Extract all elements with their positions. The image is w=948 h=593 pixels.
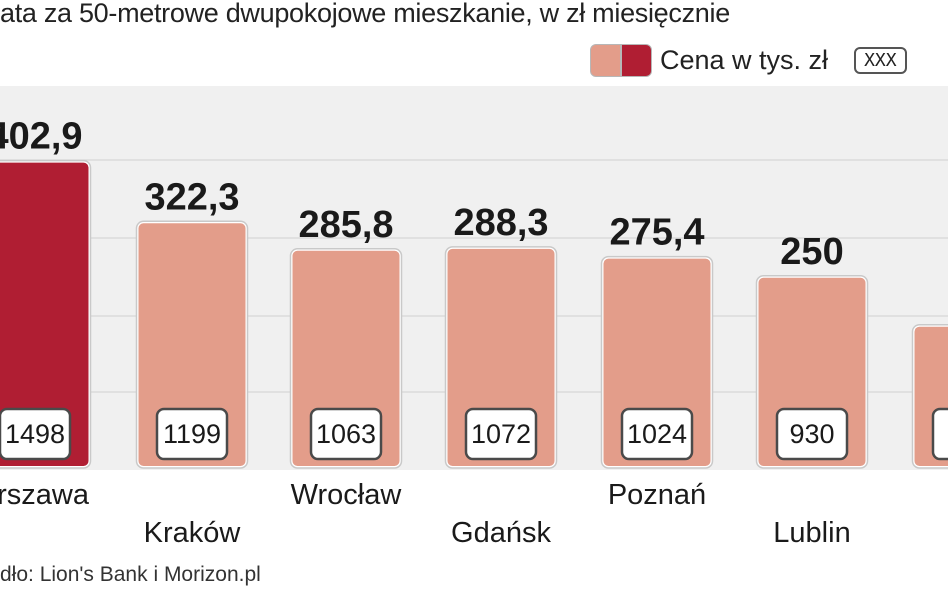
bar-group: 250 930 Lublin [755,231,869,549]
rent-value-box [775,407,849,461]
legend-swatch-light [590,43,621,77]
legend-label: Cena w tys. zł [660,44,829,75]
rent-value-box [620,407,694,461]
legend: Cena w tys. zł XXX [590,43,907,77]
bar-value-label: 275,4 [609,212,704,254]
bar-group: 322,3 1199 Kraków [135,176,249,549]
rent-value-label: 1199 [163,419,221,449]
category-label: Kraków [144,517,242,549]
bar-group: 402,9 1498 arszawa [0,116,92,511]
rent-value-box [931,407,948,461]
legend-swatch [590,43,652,77]
bar-value-label: 322,3 [144,176,239,218]
rent-value-label: 1024 [627,419,687,449]
bar-group: 285,8 1063 Wrocław [289,204,403,511]
bar-value-label: 250 [780,231,843,273]
bars: 402,9 1498 arszawa 322,3 1199 Kraków 285,8 1063… [0,116,948,549]
rent-value-box [155,407,229,461]
bar-group: 288,3 1072 Gdańsk [444,202,558,549]
bar-value-label: 18 [947,280,948,322]
source-note: dło: Lion's Bank i Morizon.pl [0,563,261,586]
rent-value-box [464,407,538,461]
bar-value-label: 402,9 [0,116,83,158]
bar [138,223,246,466]
chart-subtitle: ata za 50-metrowe dwupokojowe mieszkanie… [0,0,730,28]
category-label: Gdańsk [451,517,551,549]
rent-value-box [0,407,72,461]
category-label: arszawa [0,479,90,511]
legend-swatch-dark [621,43,652,77]
rent-value-label: 1498 [5,419,65,449]
bar-chart: 402,9 1498 arszawa 322,3 1199 Kraków 285,8 1063… [0,86,948,549]
legend-box-sample: XXX [854,46,907,74]
category-label: Wrocław [291,479,403,511]
bar-group: 275,4 1024 Poznań [600,212,714,511]
rent-value-label: 930 [789,419,834,449]
bar-group: 186Ł [911,280,948,469]
rent-value-box [309,407,383,461]
category-label: Lublin [773,517,850,549]
bar [0,162,89,466]
category-label: Poznań [608,479,706,511]
bar-value-label: 288,3 [453,202,548,244]
rent-value-label: 1063 [316,419,376,449]
bar-value-label: 285,8 [298,204,393,246]
rent-value-label: 1072 [471,419,531,449]
